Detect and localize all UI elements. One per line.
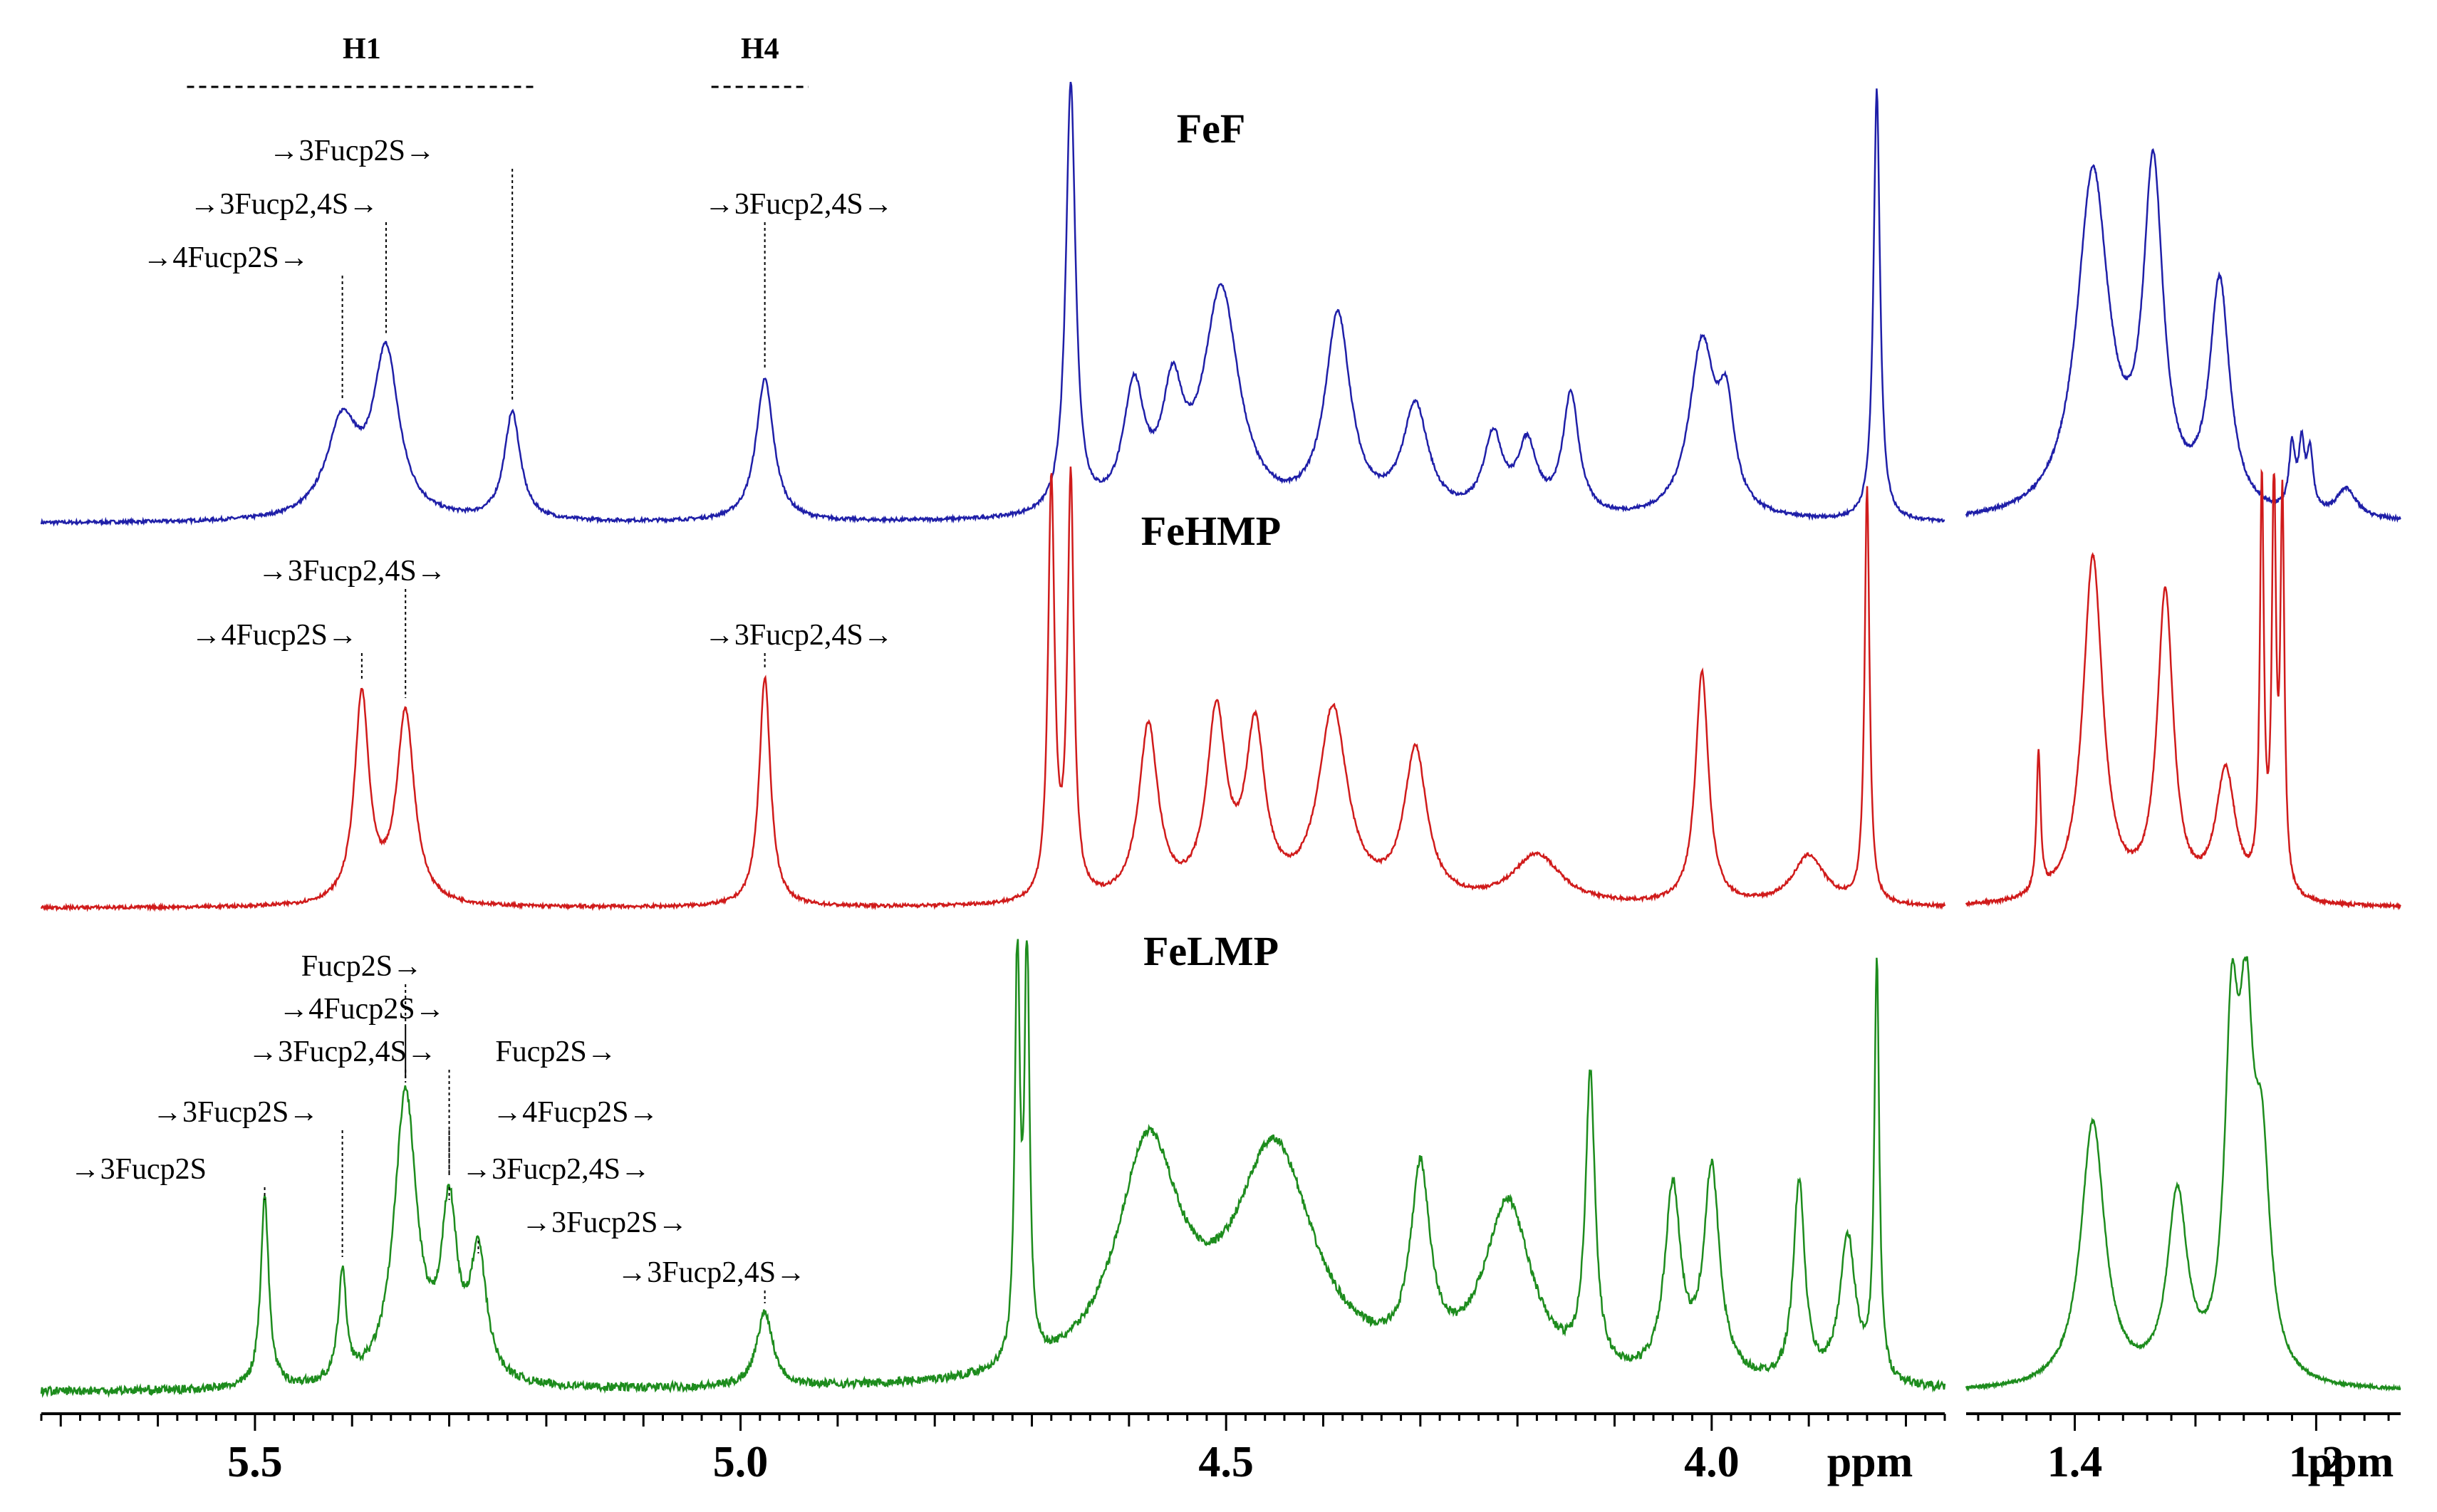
peak-annotation: →3Fucp2,4S→ <box>617 1256 806 1289</box>
region-header-h1: H1 <box>343 33 381 66</box>
peak-annotation: →3Fucp2,4S→ <box>705 188 893 221</box>
peak-annotation: →3Fucp2S→ <box>152 1096 318 1129</box>
axis-unit-label: ppm <box>1827 1438 1913 1486</box>
peak-annotation: →3Fucp2S→ <box>521 1206 687 1239</box>
peak-annotation: →4Fucp2S→ <box>192 619 358 652</box>
tick-label: 4.5 <box>1198 1438 1254 1486</box>
spectrum-line-fef <box>40 81 1945 527</box>
axis-unit-label: ppm <box>2308 1438 2394 1486</box>
region-headers: H1 H4 <box>187 33 809 88</box>
peak-annotation: →4Fucp2S→ <box>492 1096 658 1129</box>
spectrum-line-felmp <box>40 939 1946 1398</box>
peak-annotation: Fucp2S→ <box>301 950 422 983</box>
spectrum-felmp: FeLMP Fucp2S→ →4Fucp2S→ →3Fucp2,4S→ Fucp2S→ →… <box>40 928 2401 1398</box>
spectra-panels: FeF →3Fucp2S→ →3Fucp2,4S→ →4Fucp2S→ →3Fucp2,… <box>40 81 2401 1398</box>
peak-annotation: Fucp2S→ <box>495 1036 616 1068</box>
tick-label: 1.2 <box>2289 1438 2344 1486</box>
region-header-h4: H4 <box>741 33 779 66</box>
spectrum-line-right-felmp <box>1965 956 2401 1392</box>
panel-title-felmp: FeLMP <box>1143 928 1279 974</box>
spectrum-fehmp: FeHMP →3Fucp2,4S→ →4Fucp2S→ →3Fucp2,4S→ <box>40 466 2401 912</box>
peak-annotation: →3Fucp2,4S→ <box>462 1153 650 1186</box>
panel-title-fef: FeF <box>1177 105 1246 152</box>
spectrum-line-right-fehmp <box>1965 468 2401 911</box>
tick-label: 5.0 <box>713 1438 769 1486</box>
tick-label: 4.0 <box>1684 1438 1740 1486</box>
peak-annotation: →4Fucp2S→ <box>142 241 308 274</box>
peak-annotation: →3Fucp2,4S→ <box>258 555 447 588</box>
peak-annotation: →3Fucp2,4S→ <box>705 619 893 652</box>
peak-annotation: →3Fucp2,4S→ <box>189 188 378 221</box>
peak-annotation: →4Fucp2S→ <box>279 993 445 1026</box>
spectrum-line-fehmp <box>40 466 1946 912</box>
tick-label: 1.4 <box>2047 1438 2103 1486</box>
spectrum-line-right-fef <box>1965 147 2401 523</box>
peak-annotation: →3Fucp2,4S→ <box>248 1036 437 1068</box>
peak-annotation: →3Fucp2S <box>71 1153 207 1186</box>
tick-label: 5.5 <box>227 1438 283 1486</box>
spectrum-fef: FeF →3Fucp2S→ →3Fucp2,4S→ →4Fucp2S→ →3Fucp2,… <box>40 81 2401 527</box>
peak-annotation: →3Fucp2S→ <box>269 135 435 167</box>
left-ppm-axis: 5.5 5.0 4.5 4.0 ppm <box>40 1412 1946 1486</box>
panel-title-fehmp: FeHMP <box>1141 508 1281 554</box>
